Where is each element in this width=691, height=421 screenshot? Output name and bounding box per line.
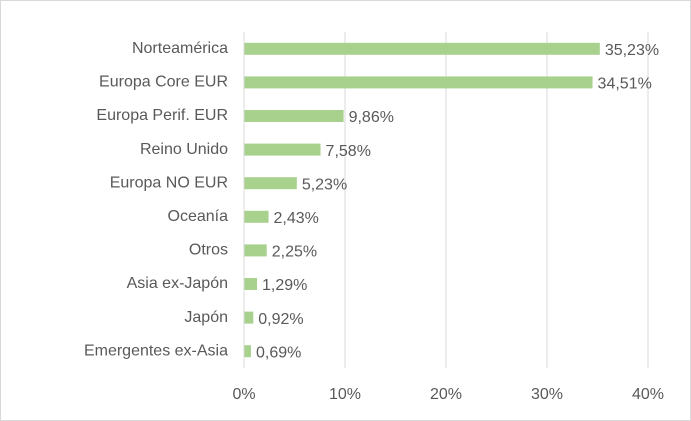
data-label: 2,43% [274, 210, 319, 227]
bar [244, 210, 269, 223]
y-tick-label: Oceanía [168, 208, 229, 225]
y-tick-label: Europa Core EUR [99, 74, 228, 91]
bar [244, 278, 258, 290]
data-label: 0,92% [258, 311, 303, 328]
bar [244, 143, 321, 156]
bar [244, 244, 267, 257]
y-tick-label: Emergentes ex-Asia [84, 342, 228, 359]
x-tick-label: 30% [531, 386, 563, 403]
x-tick-label: 10% [329, 386, 361, 403]
data-label: 5,23% [302, 176, 347, 193]
y-tick-label: Europa NO EUR [110, 174, 228, 191]
data-label: 7,58% [326, 143, 371, 160]
data-label: 35,23% [605, 42, 659, 59]
x-tick-label: 40% [632, 386, 664, 403]
bar [244, 42, 600, 55]
y-tick-label: Norteamérica [132, 40, 228, 57]
bar [244, 311, 254, 324]
y-tick-label: Europa Perif. EUR [96, 107, 228, 124]
bar [244, 345, 251, 358]
y-tick-label: Otros [189, 242, 228, 259]
bar [244, 110, 344, 122]
x-tick-label: 0% [232, 386, 255, 403]
data-label: 9,86% [349, 109, 394, 126]
y-tick-label: Japón [184, 309, 228, 326]
bar [244, 177, 297, 190]
data-label: 2,25% [272, 244, 317, 261]
data-label: 0,69% [256, 344, 301, 361]
y-tick-label: Asia ex-Japón [127, 275, 228, 292]
data-label: 1,29% [262, 277, 307, 294]
data-label: 34,51% [598, 76, 652, 93]
bar [244, 76, 593, 89]
y-tick-label: Reino Unido [140, 141, 228, 158]
x-tick-label: 20% [430, 386, 462, 403]
